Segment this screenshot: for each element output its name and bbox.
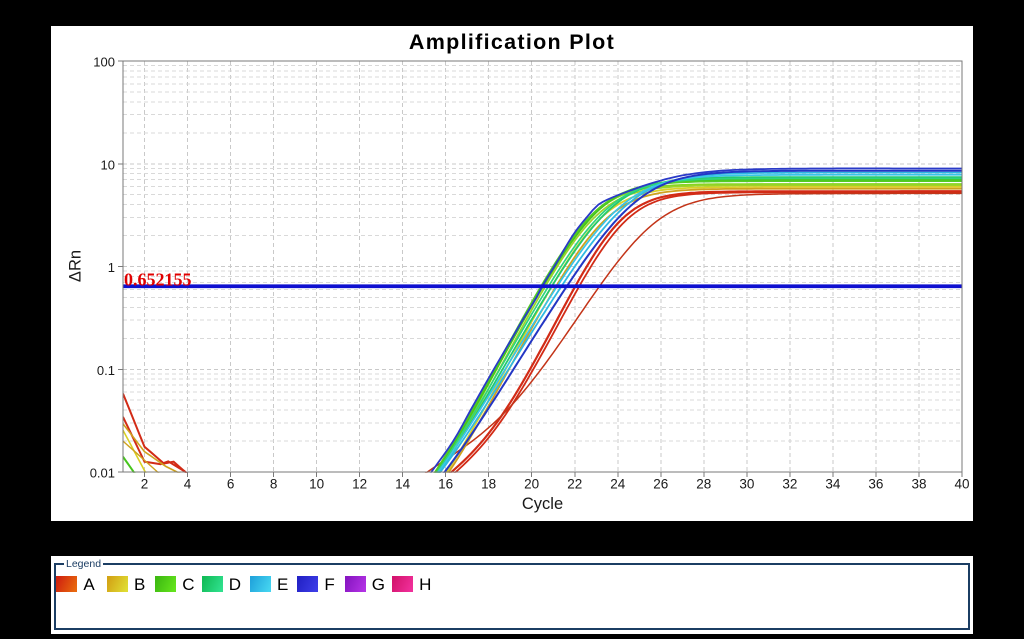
- svg-text:0.01: 0.01: [90, 466, 115, 481]
- svg-text:26: 26: [653, 477, 668, 492]
- svg-text:16: 16: [438, 477, 453, 492]
- svg-text:22: 22: [567, 477, 582, 492]
- svg-text:10: 10: [309, 477, 324, 492]
- svg-text:36: 36: [868, 477, 883, 492]
- svg-text:30: 30: [739, 477, 754, 492]
- svg-text:18: 18: [481, 477, 496, 492]
- svg-text:100: 100: [93, 55, 115, 70]
- svg-text:24: 24: [610, 477, 626, 492]
- svg-text:0.1: 0.1: [97, 363, 115, 378]
- svg-text:6: 6: [227, 477, 235, 492]
- svg-text:ΔRn: ΔRn: [67, 250, 85, 282]
- svg-text:Cycle: Cycle: [522, 495, 563, 513]
- svg-text:8: 8: [270, 477, 278, 492]
- svg-text:14: 14: [395, 477, 411, 492]
- svg-text:0.652155: 0.652155: [124, 269, 192, 289]
- svg-text:4: 4: [184, 477, 192, 492]
- svg-text:28: 28: [696, 477, 711, 492]
- svg-text:38: 38: [911, 477, 926, 492]
- svg-text:40: 40: [954, 477, 969, 492]
- svg-text:12: 12: [352, 477, 367, 492]
- svg-text:34: 34: [825, 477, 841, 492]
- svg-text:20: 20: [524, 477, 539, 492]
- svg-text:1: 1: [108, 260, 115, 275]
- svg-text:Amplification Plot: Amplification Plot: [409, 30, 615, 54]
- svg-text:2: 2: [141, 477, 149, 492]
- svg-text:32: 32: [782, 477, 797, 492]
- svg-text:10: 10: [101, 157, 115, 172]
